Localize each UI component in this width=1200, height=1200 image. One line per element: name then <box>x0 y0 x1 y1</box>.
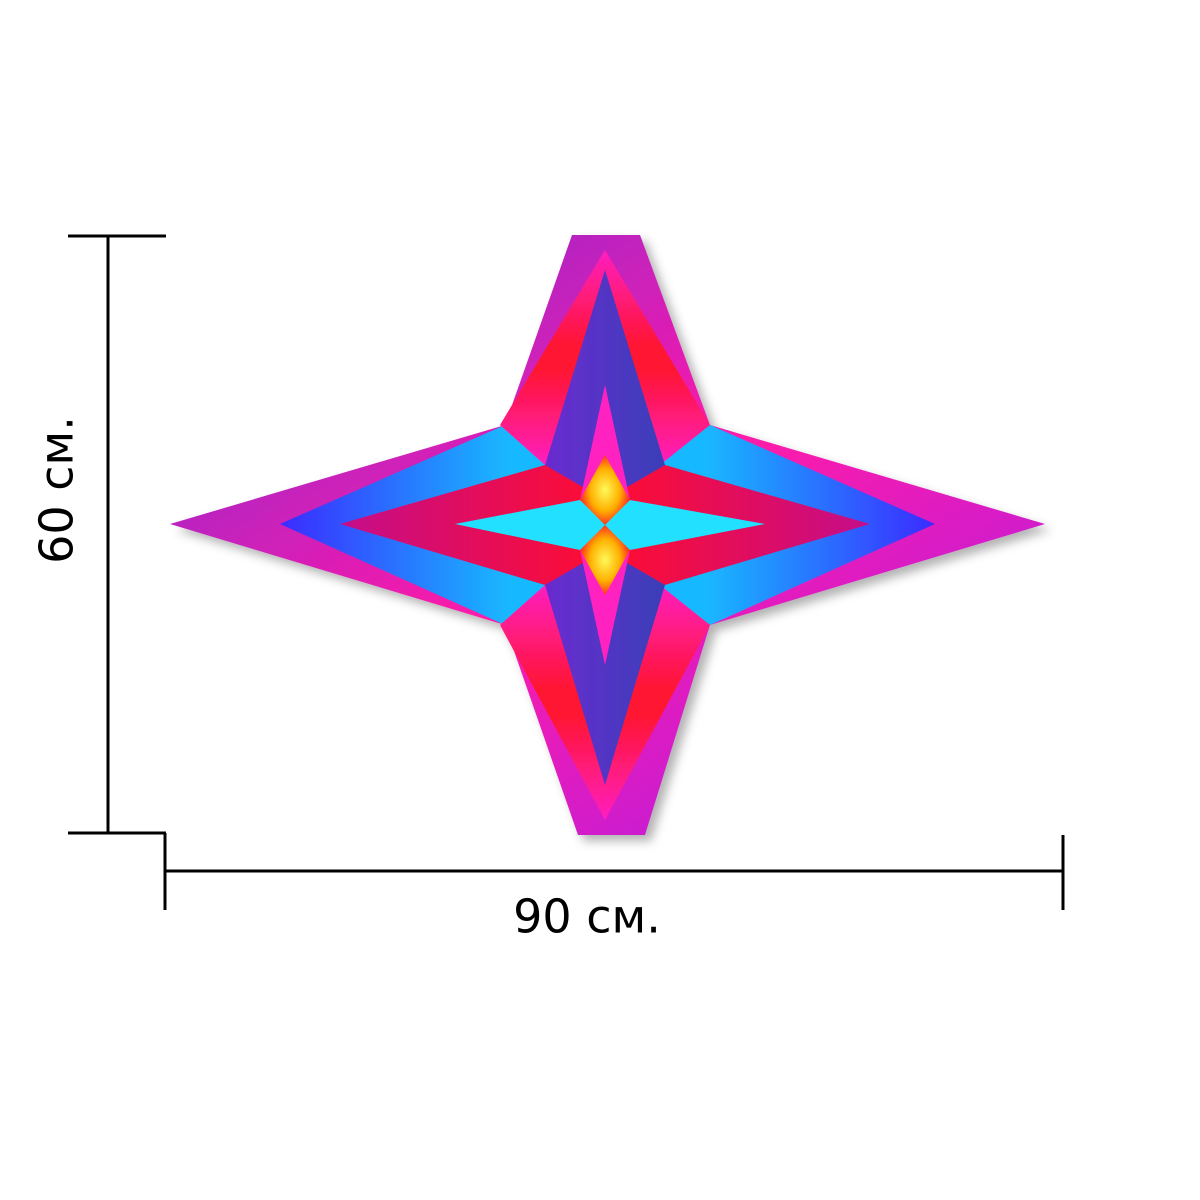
height-label: 60 см. <box>30 416 84 564</box>
height-dimension: 60 см. <box>30 234 166 835</box>
width-label: 90 см. <box>513 890 661 944</box>
width-dimension: 90 см. <box>163 833 1065 944</box>
star <box>170 235 1045 835</box>
